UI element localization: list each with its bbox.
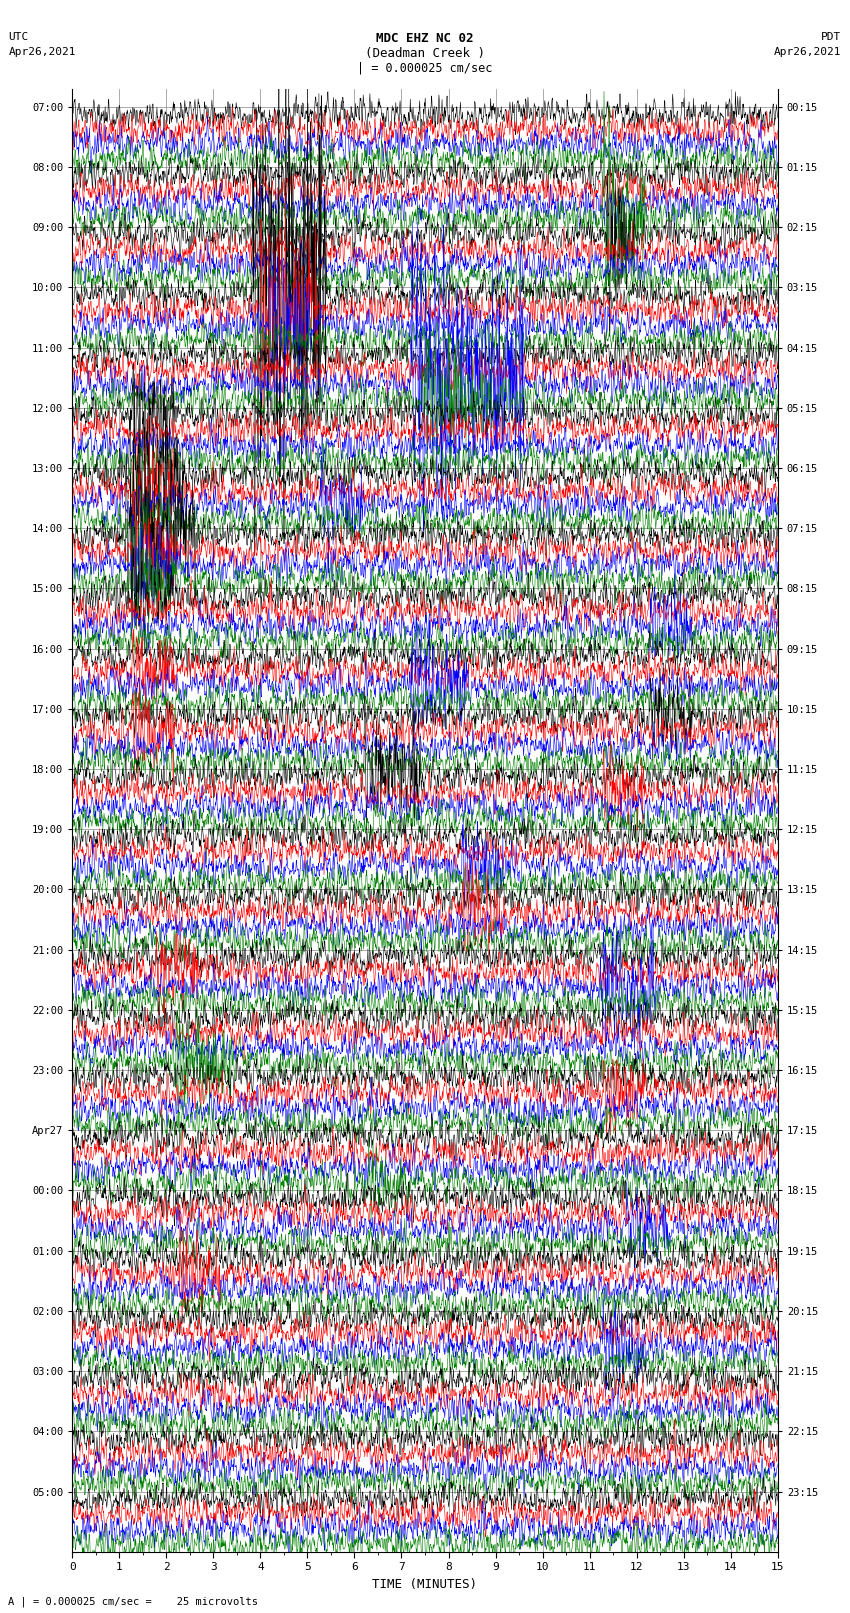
X-axis label: TIME (MINUTES): TIME (MINUTES) [372, 1578, 478, 1590]
Text: UTC: UTC [8, 32, 29, 42]
Text: A | = 0.000025 cm/sec =    25 microvolts: A | = 0.000025 cm/sec = 25 microvolts [8, 1595, 258, 1607]
Text: | = 0.000025 cm/sec: | = 0.000025 cm/sec [357, 61, 493, 74]
Text: Apr26,2021: Apr26,2021 [8, 47, 76, 56]
Text: PDT: PDT [821, 32, 842, 42]
Text: Apr26,2021: Apr26,2021 [774, 47, 842, 56]
Text: MDC EHZ NC 02: MDC EHZ NC 02 [377, 32, 473, 45]
Text: (Deadman Creek ): (Deadman Creek ) [365, 47, 485, 60]
